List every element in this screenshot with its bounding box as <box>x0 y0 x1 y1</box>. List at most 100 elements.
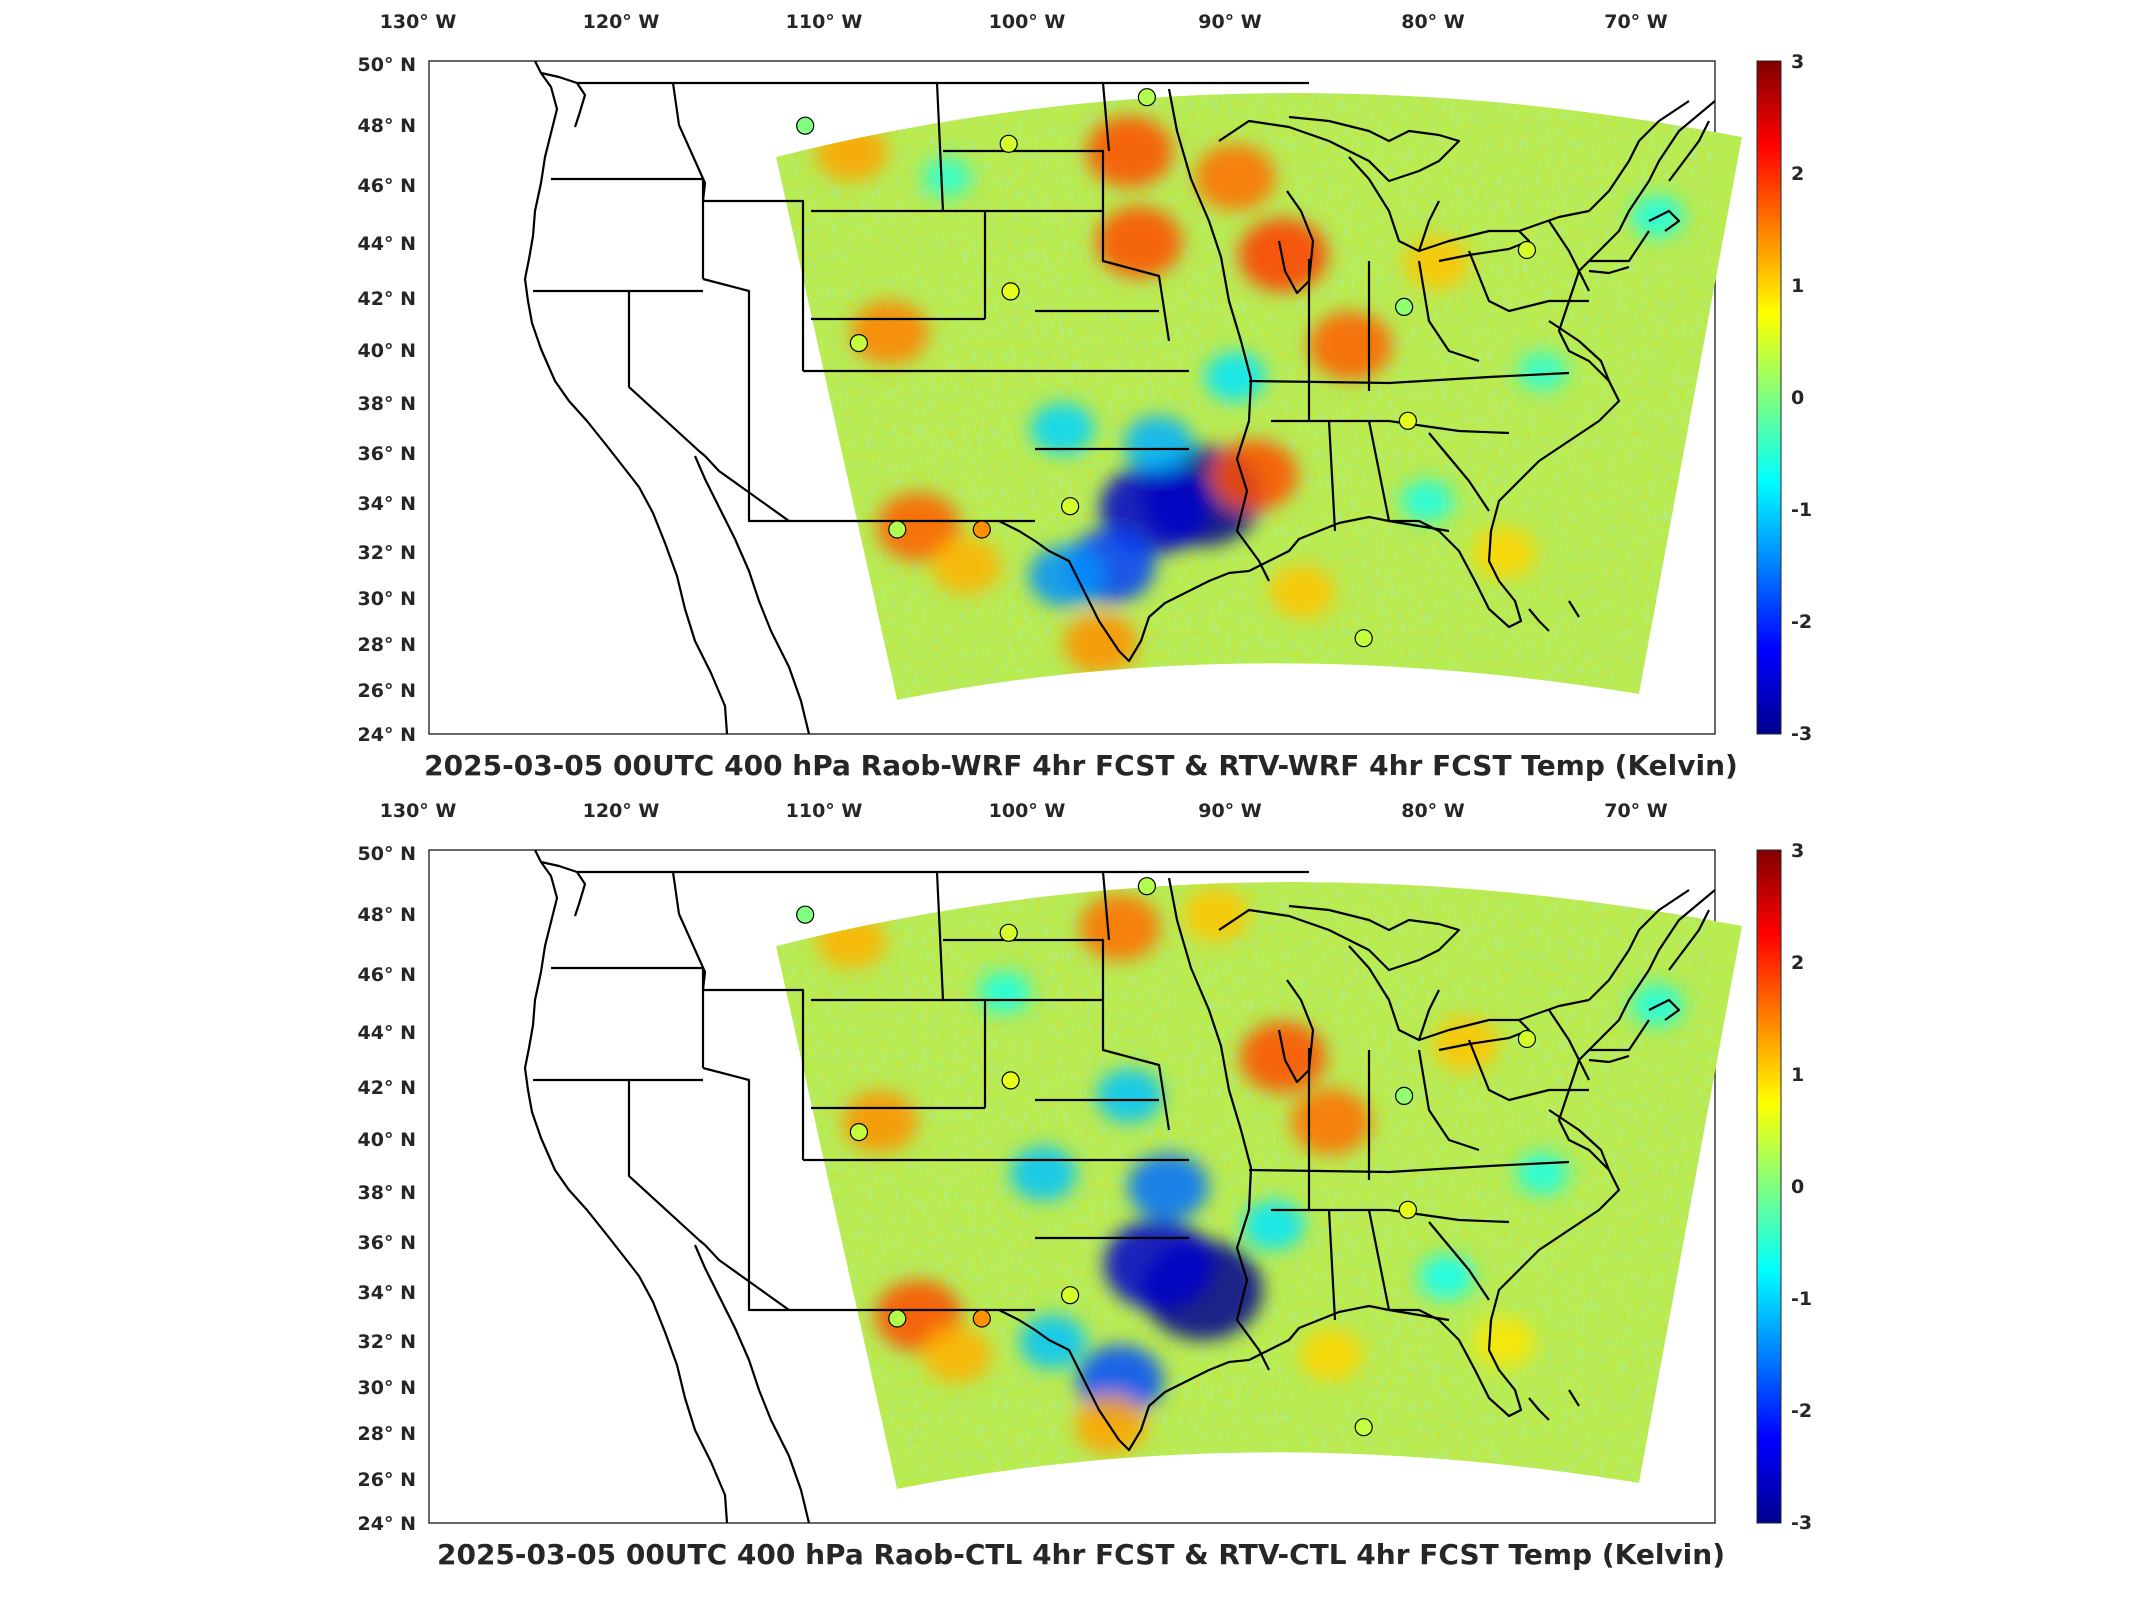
lat-tick-label: 44° N <box>358 233 416 255</box>
cold-anomaly <box>1517 351 1568 392</box>
map-panel-raob-ctl: 130° W 120° W 110° W 100° W 90° W 80° W … <box>358 800 1813 1571</box>
lon-tick-label: 90° W <box>1198 800 1262 822</box>
lon-tick-label: 130° W <box>380 800 457 822</box>
cold-anomaly <box>1515 1152 1569 1195</box>
warm-anomaly <box>1471 526 1536 579</box>
lon-tick-label: 70° W <box>1604 800 1668 822</box>
raob-station-marker <box>1398 1200 1418 1219</box>
lat-tick-label: 48° N <box>358 904 416 926</box>
lon-tick-label: 90° W <box>1198 11 1262 33</box>
lat-tick-label: 26° N <box>358 680 416 702</box>
lat-tick-label: 36° N <box>358 443 416 465</box>
map-panel-raob-wrf: 130° W 120° W 110° W 100° W 90° W 80° W … <box>358 11 1813 782</box>
colorbar-tick-label: -2 <box>1791 611 1812 633</box>
lat-tick-label: 32° N <box>358 1331 416 1353</box>
raob-station-marker <box>1060 1286 1080 1305</box>
colorbar-tick-label: 2 <box>1791 952 1804 974</box>
lon-tick-label: 80° W <box>1401 800 1465 822</box>
lat-tick-label: 24° N <box>358 724 416 746</box>
colorbar-tick-label: 3 <box>1791 51 1804 73</box>
raob-station-markers <box>796 877 1537 1437</box>
lat-tick-label: 28° N <box>358 1423 416 1445</box>
lon-tick-label: 70° W <box>1604 11 1668 33</box>
raob-station-marker <box>1001 282 1020 301</box>
lat-tick-label: 36° N <box>358 1232 416 1254</box>
raob-station-marker <box>796 116 815 135</box>
lat-tick-label: 24° N <box>358 1513 416 1535</box>
warm-anomaly <box>1079 894 1161 961</box>
colorbar-tick-label: -1 <box>1791 1288 1812 1310</box>
warm-anomaly <box>1182 887 1250 942</box>
colorbar-tick-label: 1 <box>1791 275 1804 297</box>
lat-tick-label: 40° N <box>358 340 416 362</box>
warm-anomaly <box>842 1091 918 1153</box>
raob-station-marker <box>1517 1029 1537 1049</box>
lat-tick-label: 38° N <box>358 1182 416 1204</box>
lat-tick-label: 50° N <box>358 843 416 865</box>
colorbar-tick-label: -3 <box>1791 723 1812 745</box>
lat-tick-label: 30° N <box>358 1377 416 1399</box>
raob-station-marker <box>1137 88 1157 107</box>
cold-anomaly <box>922 157 973 198</box>
cold-anomaly <box>1242 1200 1305 1251</box>
colorbar-tick-labels: 3 2 1 0 -1 -2 -3 <box>1791 840 1812 1534</box>
lon-tick-label: 120° W <box>583 800 660 822</box>
cold-anomaly <box>1400 479 1454 523</box>
panel-title: 2025-03-05 00UTC 400 hPa Raob-CTL 4hr FC… <box>437 1538 1725 1571</box>
lat-tick-label: 30° N <box>358 588 416 610</box>
lon-tick-label: 100° W <box>989 800 1066 822</box>
lat-tick-label: 34° N <box>358 493 416 515</box>
warm-anomaly <box>1074 1395 1147 1455</box>
cold-anomaly <box>1204 352 1266 402</box>
lat-tick-label: 48° N <box>358 115 416 137</box>
raob-station-marker <box>1137 877 1157 896</box>
raob-station-marker <box>796 905 815 924</box>
warm-anomaly <box>931 537 1002 595</box>
raob-station-marker <box>972 520 991 539</box>
lat-tick-label: 42° N <box>358 1077 416 1099</box>
warm-anomaly <box>1403 235 1471 291</box>
cold-anomaly <box>978 971 1032 1014</box>
warm-anomaly <box>1308 311 1393 381</box>
warm-anomaly <box>1473 1317 1535 1367</box>
warm-anomaly <box>850 300 929 365</box>
raob-station-marker <box>888 520 907 539</box>
raob-station-marker <box>1394 1086 1414 1106</box>
warm-anomaly <box>1211 439 1298 511</box>
raob-station-marker <box>1354 1418 1373 1437</box>
cold-anomaly <box>1009 1146 1077 1201</box>
raob-station-marker <box>849 1122 869 1142</box>
lon-tick-label: 110° W <box>786 11 863 33</box>
cold-anomaly <box>1418 1254 1475 1300</box>
warm-anomaly <box>1290 1088 1372 1156</box>
lat-tick-label: 26° N <box>358 1469 416 1491</box>
colorbar-tick-label: -1 <box>1791 499 1812 521</box>
raob-station-marker <box>1398 411 1418 430</box>
panel-title: 2025-03-05 00UTC 400 hPa Raob-WRF 4hr FC… <box>424 749 1738 782</box>
lat-tick-label: 32° N <box>358 542 416 564</box>
warm-anomaly <box>1096 206 1183 278</box>
lat-tick-label: 28° N <box>358 634 416 656</box>
warm-anomaly <box>1238 218 1328 292</box>
colorbar-tick-label: -3 <box>1791 1512 1812 1534</box>
lat-tick-label: 40° N <box>358 1129 416 1151</box>
cold-anomaly <box>1127 1153 1209 1220</box>
warm-anomaly <box>1194 144 1276 211</box>
lat-tick-label: 38° N <box>358 393 416 415</box>
cold-anomaly <box>1104 1219 1213 1310</box>
colorbar-tick-label: 1 <box>1791 1064 1804 1086</box>
colorbar-tick-label: 2 <box>1791 163 1804 185</box>
cold-anomaly <box>1096 1068 1163 1124</box>
raob-station-marker <box>1060 497 1080 516</box>
cold-anomaly <box>1028 545 1104 607</box>
colorbar <box>1756 849 1782 1524</box>
lon-tick-label: 120° W <box>583 11 660 33</box>
longitude-tick-labels: 130° W 120° W 110° W 100° W 90° W 80° W … <box>380 800 1668 822</box>
longitude-tick-labels: 130° W 120° W 110° W 100° W 90° W 80° W … <box>380 11 1668 33</box>
cold-anomaly <box>1030 402 1095 455</box>
warm-anomaly <box>1299 1328 1364 1381</box>
latitude-tick-labels: 50° N 48° N 46° N 44° N 42° N 40° N 38° … <box>358 54 416 746</box>
anomaly-blobs <box>815 116 1684 675</box>
anomaly-field <box>776 93 1742 700</box>
